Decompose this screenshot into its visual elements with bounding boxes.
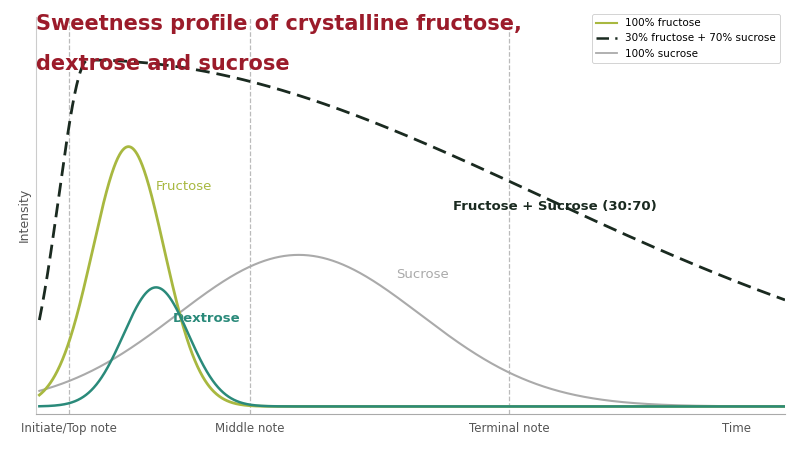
Text: dextrose and sucrose: dextrose and sucrose — [36, 54, 290, 74]
Text: Dextrose: Dextrose — [172, 312, 240, 324]
Text: Fructose + Sucrose (30:70): Fructose + Sucrose (30:70) — [453, 200, 657, 213]
Y-axis label: Intensity: Intensity — [18, 188, 30, 242]
Legend: 100% fructose, 30% fructose + 70% sucrose, 100% sucrose: 100% fructose, 30% fructose + 70% sucros… — [591, 14, 780, 63]
Text: Sucrose: Sucrose — [396, 268, 449, 281]
Text: Sweetness profile of crystalline fructose,: Sweetness profile of crystalline fructos… — [36, 14, 522, 33]
Text: Fructose: Fructose — [156, 180, 213, 193]
